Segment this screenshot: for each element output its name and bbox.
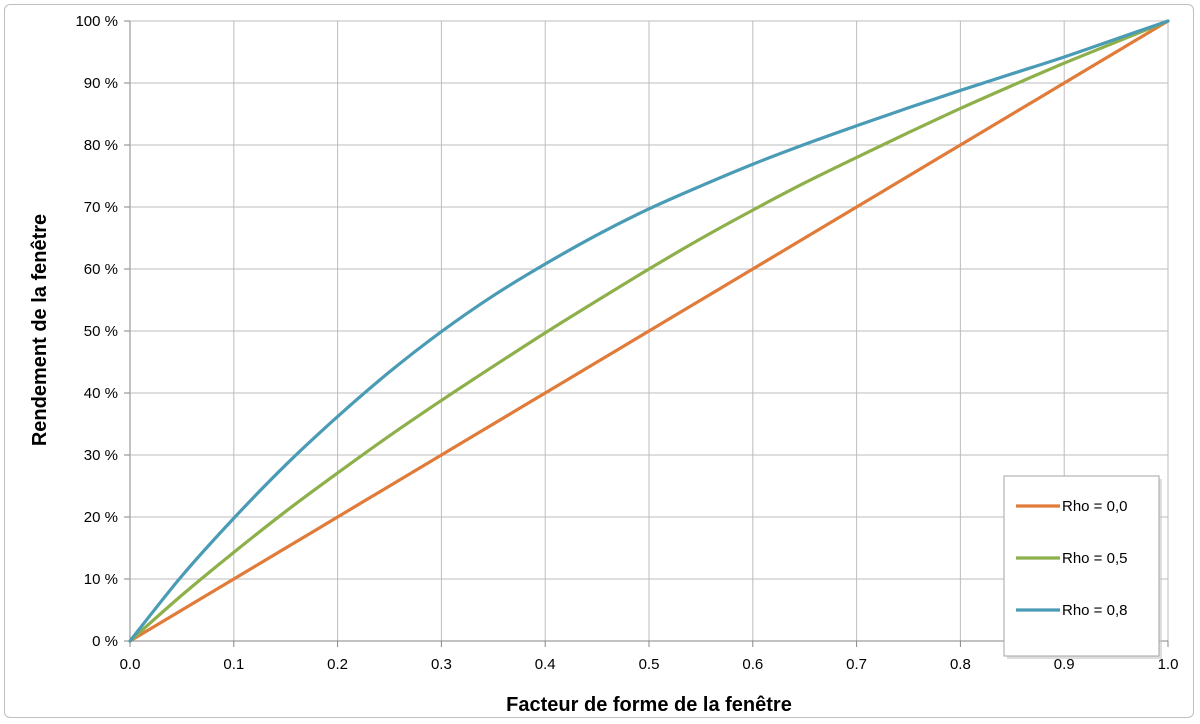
legend-label: Rho = 0,5 (1062, 550, 1127, 567)
series-line-3 (128, 19, 1170, 643)
y-tick-label: 10 % (84, 571, 118, 588)
y-tick-label: 100 % (75, 13, 118, 30)
series-layer (128, 19, 1170, 643)
series-line-2 (128, 19, 1170, 643)
x-tick-label: 0.7 (846, 656, 867, 673)
x-tick-label: 0.9 (1054, 656, 1075, 673)
y-tick-label: 90 % (84, 75, 118, 92)
series-line-1 (128, 19, 1170, 643)
legend-label: Rho = 0,8 (1062, 602, 1127, 619)
x-tick-label: 0.8 (950, 656, 971, 673)
x-axis-title: Facteur de forme de la fenêtre (506, 694, 792, 716)
y-tick-label: 60 % (84, 261, 118, 278)
x-tick-label: 0.0 (120, 656, 141, 673)
x-tick-label: 0.6 (742, 656, 763, 673)
y-tick-label: 20 % (84, 509, 118, 526)
x-tick-label: 1.0 (1158, 656, 1179, 673)
x-tick-label: 0.1 (223, 656, 244, 673)
x-tick-label: 0.5 (639, 656, 660, 673)
y-tick-label: 80 % (84, 137, 118, 154)
legend-label: Rho = 0,0 (1062, 498, 1127, 515)
legend: Rho = 0,0 Rho = 0,5 Rho = 0,8 (1003, 475, 1162, 659)
y-tick-label: 0 % (92, 633, 118, 650)
x-tick-label: 0.4 (535, 656, 556, 673)
y-tick-label: 30 % (84, 447, 118, 464)
y-axis-title: Rendement de la fenêtre (29, 214, 51, 446)
y-tick-label: 40 % (84, 385, 118, 402)
x-tick-label: 0.2 (327, 656, 348, 673)
tick-labels: 0.0 0.1 0.2 0.3 0.4 0.5 0.6 0.7 0.8 0.9 1.0 0 % 10 %… (75, 13, 1178, 673)
x-tick-label: 0.3 (431, 656, 452, 673)
y-tick-label: 50 % (84, 323, 118, 340)
y-tick-label: 70 % (84, 199, 118, 216)
